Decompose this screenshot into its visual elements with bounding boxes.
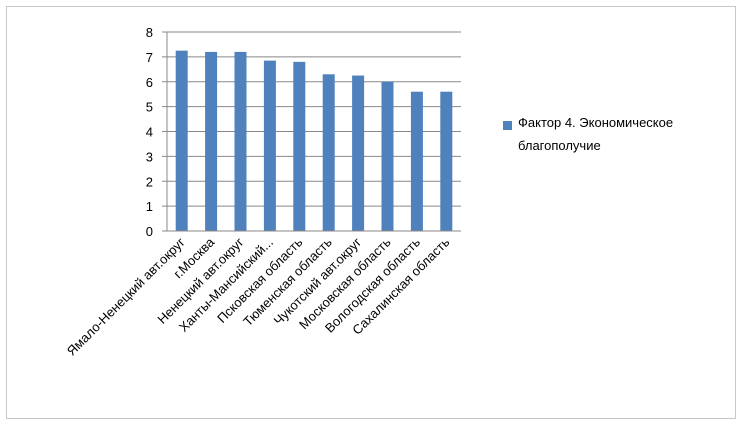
y-tick-label: 7 [146,50,153,65]
bar [381,81,394,231]
bar [293,61,306,231]
y-tick-label: 6 [146,75,153,90]
x-axis-category-labels: Ямало-Ненецкий авт.округг.МоскваНенецкий… [64,234,453,359]
y-tick-label: 8 [146,25,153,40]
bar [205,51,218,232]
y-tick-label: 5 [146,100,153,115]
x-category-label: Ямало-Ненецкий авт.округ [64,234,188,358]
bar [352,75,365,231]
bar [234,51,247,232]
chart-frame [6,6,736,419]
legend-swatch [503,121,512,130]
y-tick-label: 1 [146,199,153,214]
y-tick-label: 3 [146,149,153,164]
y-tick-label: 2 [146,174,153,189]
legend-label: Фактор 4. Экономическое благополучие [518,115,674,153]
y-axis-tick-labels: 0 1 2 3 4 5 6 7 8 [146,25,153,239]
bar-series [175,50,453,232]
bar [440,91,453,231]
legend: Фактор 4. Экономическое благополучие [503,115,735,157]
bar [175,50,188,231]
bar [322,74,335,231]
bar [263,60,276,232]
bar [410,91,423,231]
y-tick-label: 4 [146,125,153,140]
axes [162,31,461,232]
y-tick-label: 0 [146,224,153,239]
